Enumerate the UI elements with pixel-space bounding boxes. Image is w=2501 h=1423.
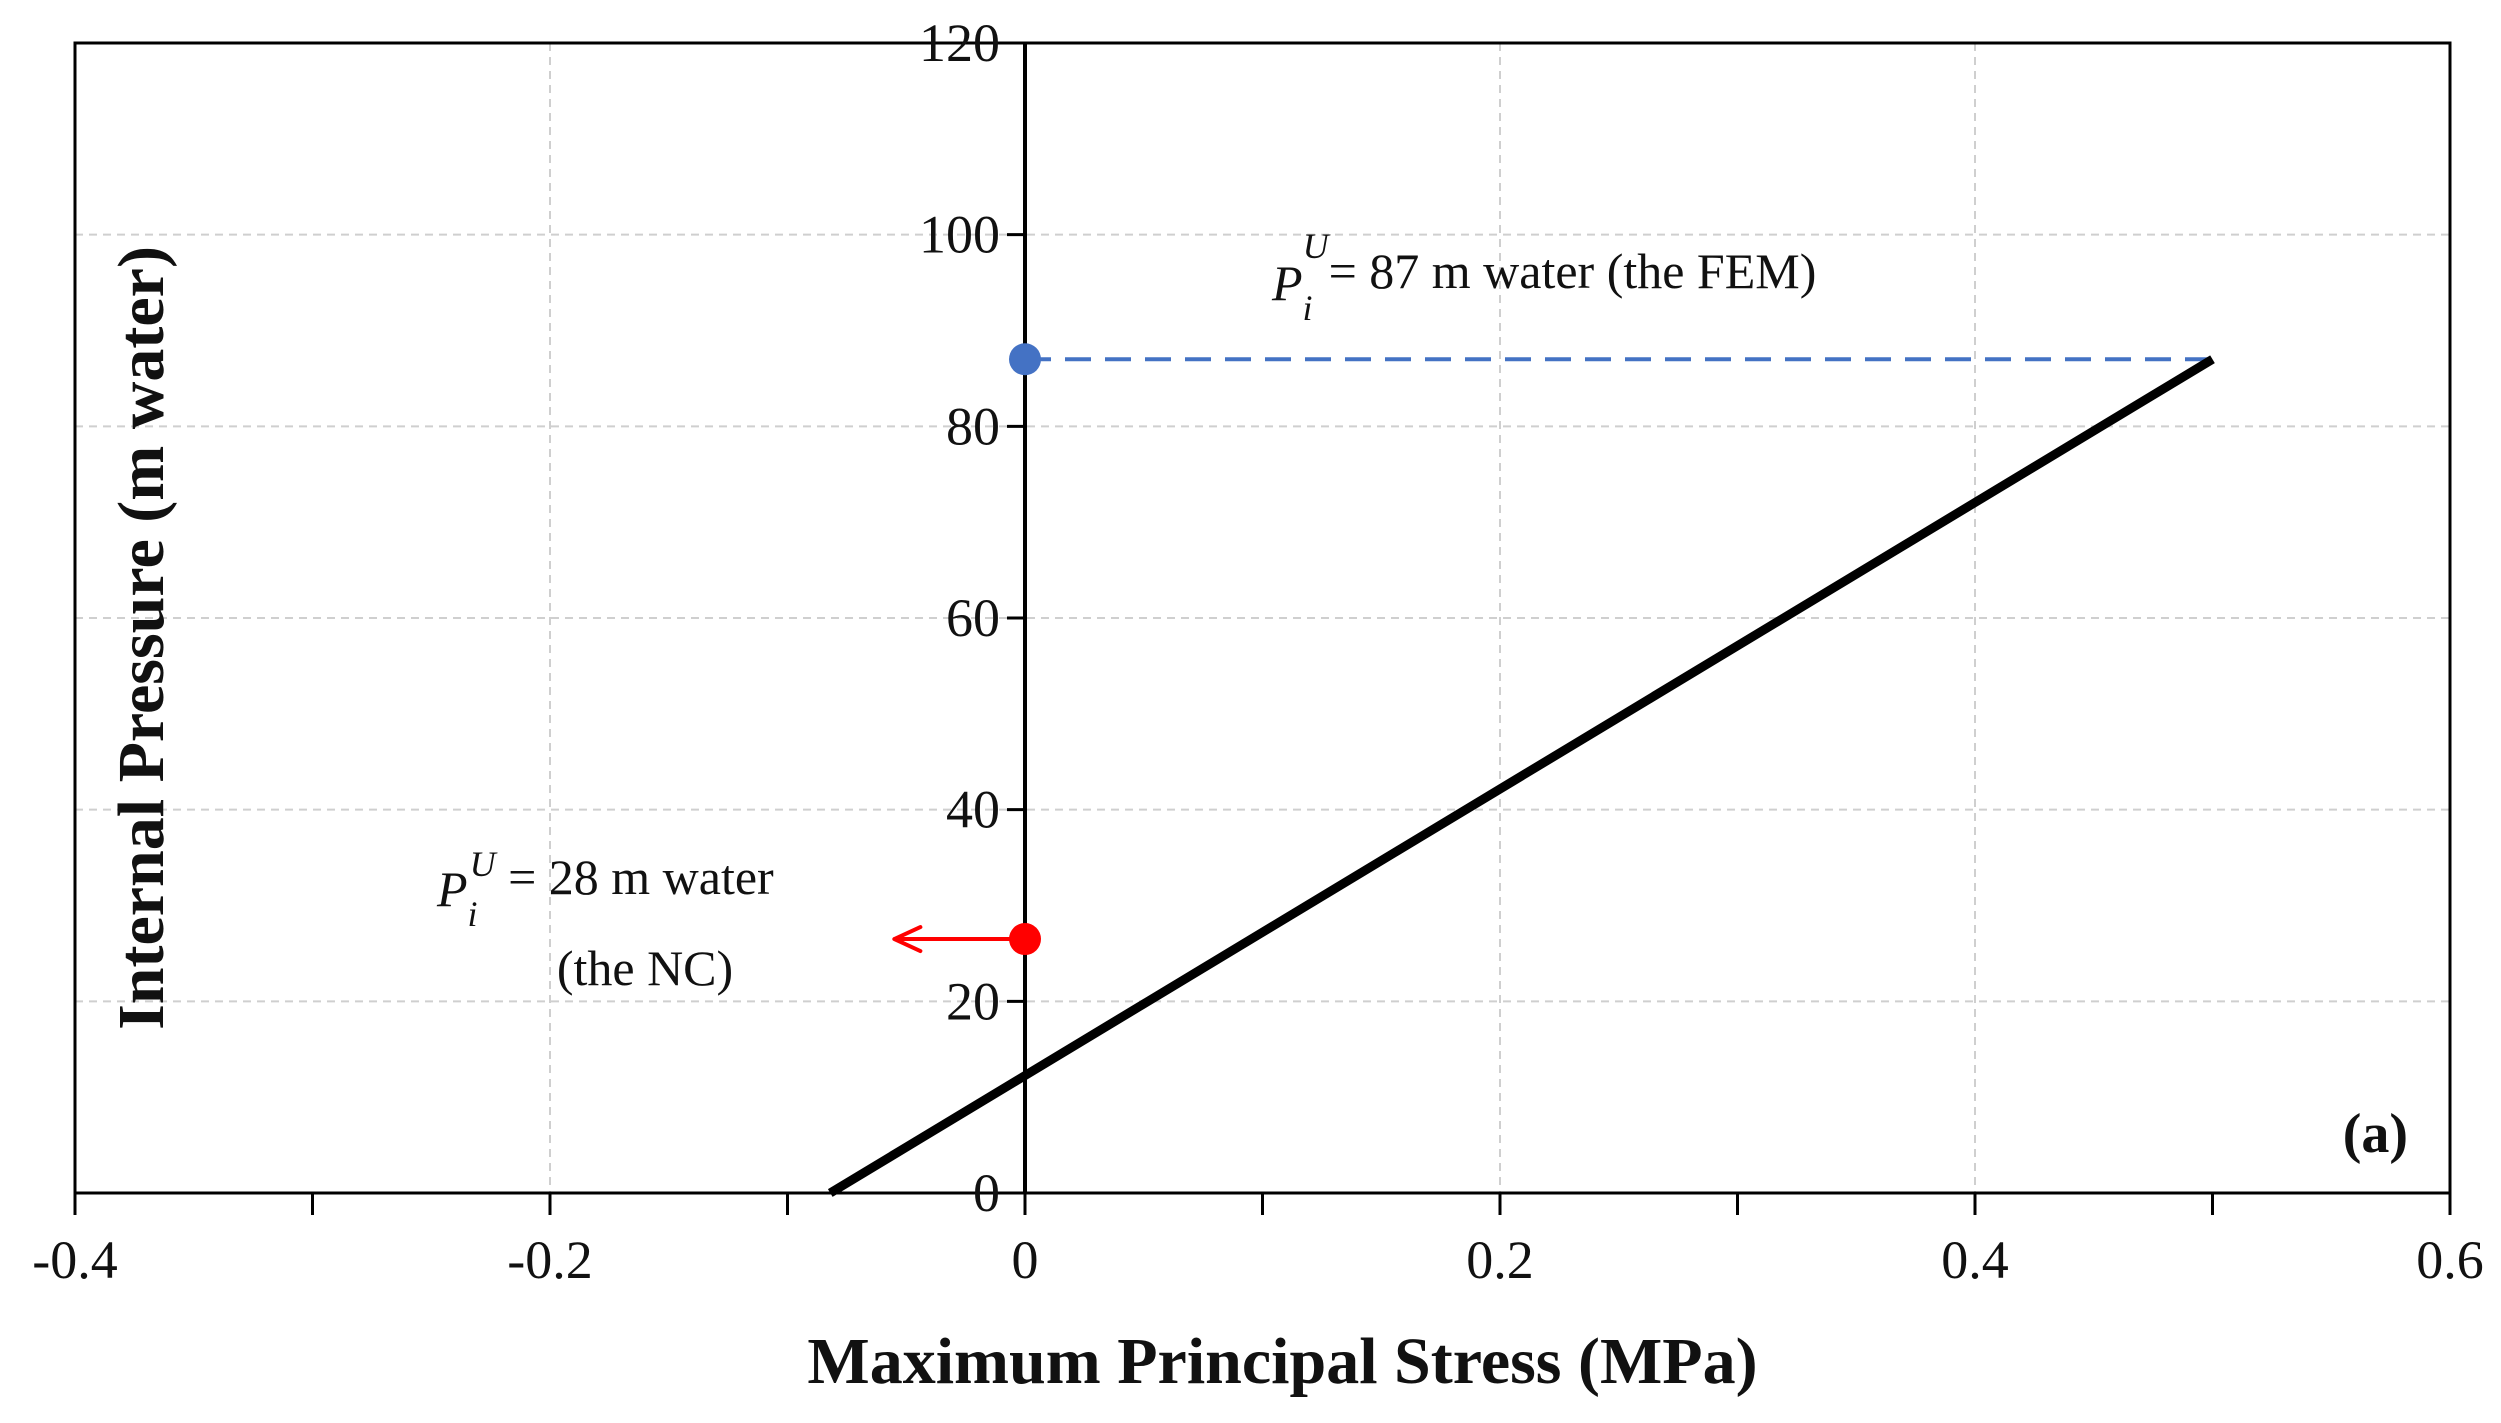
fem-annotation-superscript: U xyxy=(1303,226,1331,266)
nc-annotation-subscript: i xyxy=(468,894,478,934)
y-tick-label: 120 xyxy=(919,13,1000,73)
nc-point xyxy=(1009,923,1041,956)
panel-label: (a) xyxy=(2343,1103,2408,1165)
y-tick-label: 20 xyxy=(946,971,1000,1031)
x-axis-title: Maximum Principal Stress (MPa) xyxy=(807,1325,1757,1398)
y-axis-title: Internal Pressure (m water) xyxy=(105,246,178,1030)
series-line xyxy=(827,355,2215,1197)
fem-annotation: PiU= 87 m water (the FEM) xyxy=(1271,226,1816,328)
nc-annotation-line2: (the NC) xyxy=(557,940,733,996)
arrow-group xyxy=(892,925,1016,954)
x-tick-label: 0.2 xyxy=(1466,1230,1534,1290)
fem-point xyxy=(1009,343,1041,376)
y-tick-label: 0 xyxy=(973,1163,1000,1223)
fem-annotation-text: = 87 m water (the FEM) xyxy=(1329,243,1817,299)
fem-annotation-symbol: P xyxy=(1271,255,1303,311)
series-group xyxy=(827,355,2215,1197)
x-tick-labels: -0.4 -0.2 0 0.2 0.4 0.6 xyxy=(32,1230,2483,1290)
tick-marks xyxy=(73,41,2452,1215)
nc-annotation: PiU = 28 m water xyxy=(436,844,774,934)
x-tick-label: -0.2 xyxy=(507,1230,592,1290)
points-group xyxy=(1009,343,1041,956)
nc-annotation-superscript: U xyxy=(470,844,498,884)
y-tick-label: 100 xyxy=(919,205,1000,265)
nc-arrow-head xyxy=(892,925,923,954)
x-tick-label: -0.4 xyxy=(32,1230,117,1290)
nc-annotation-text: = 28 m water xyxy=(496,849,774,905)
nc-annotation-symbol: P xyxy=(436,861,468,917)
x-tick-label: 0 xyxy=(1012,1230,1039,1290)
x-tick-label: 0.4 xyxy=(1941,1230,2009,1290)
y-tick-labels: 0 20 40 60 80 100 120 xyxy=(919,13,1000,1223)
x-tick-label: 0.6 xyxy=(2416,1230,2484,1290)
fem-annotation-subscript: i xyxy=(1303,288,1313,328)
y-tick-label: 80 xyxy=(946,396,1000,456)
plot-frame xyxy=(73,41,2452,1195)
y-tick-label: 60 xyxy=(946,588,1000,648)
y-tick-label: 40 xyxy=(946,780,1000,840)
grid xyxy=(75,43,2450,1193)
